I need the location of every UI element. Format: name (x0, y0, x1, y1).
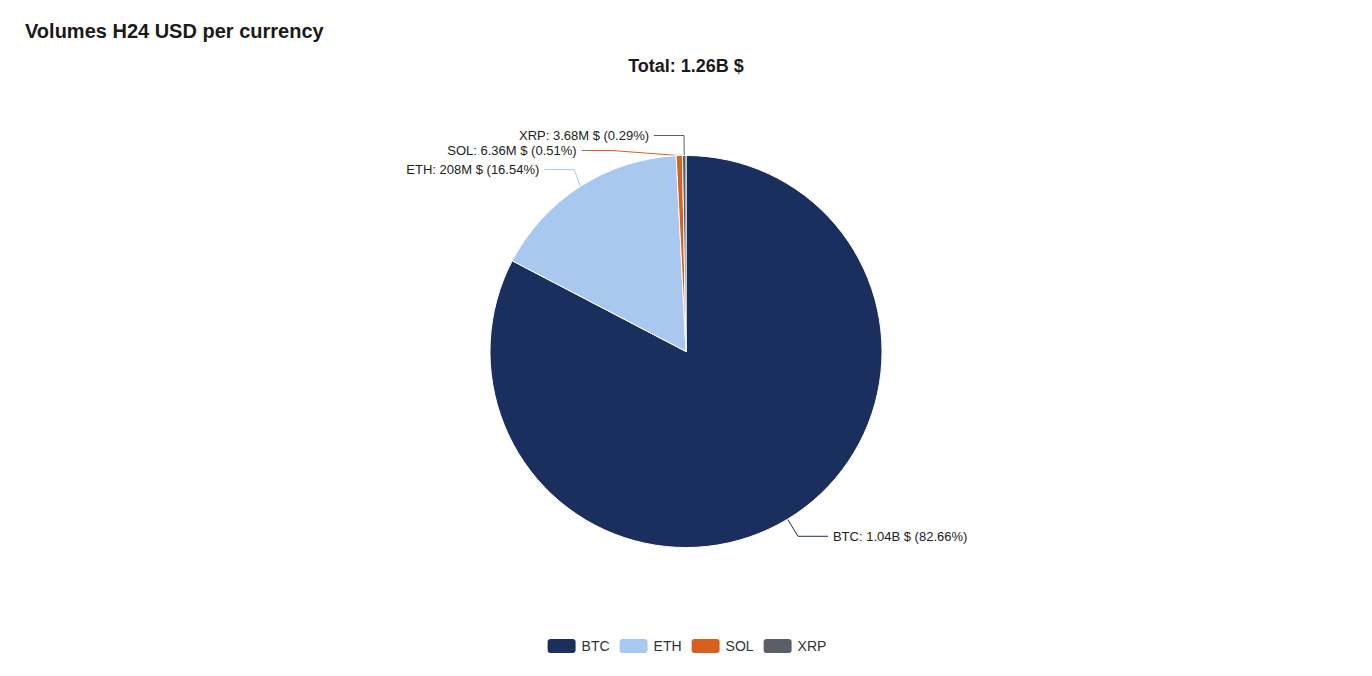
svg-text:SOL: SOL (726, 638, 754, 654)
svg-text:Total: 1.26B $: Total: 1.26B $ (628, 56, 744, 76)
svg-text:Volumes H24 USD per currency: Volumes H24 USD per currency (25, 20, 325, 42)
svg-text:XRP: XRP (798, 638, 827, 654)
svg-text:ETH: ETH (654, 638, 682, 654)
svg-text:XRP: 3.68M $ (0.29%): XRP: 3.68M $ (0.29%) (519, 128, 649, 143)
svg-text:BTC: 1.04B $ (82.66%): BTC: 1.04B $ (82.66%) (833, 529, 967, 544)
svg-text:SOL: 6.36M $ (0.51%): SOL: 6.36M $ (0.51%) (447, 143, 576, 158)
svg-text:BTC: BTC (582, 638, 610, 654)
svg-text:ETH: 208M $ (16.54%): ETH: 208M $ (16.54%) (406, 162, 539, 177)
